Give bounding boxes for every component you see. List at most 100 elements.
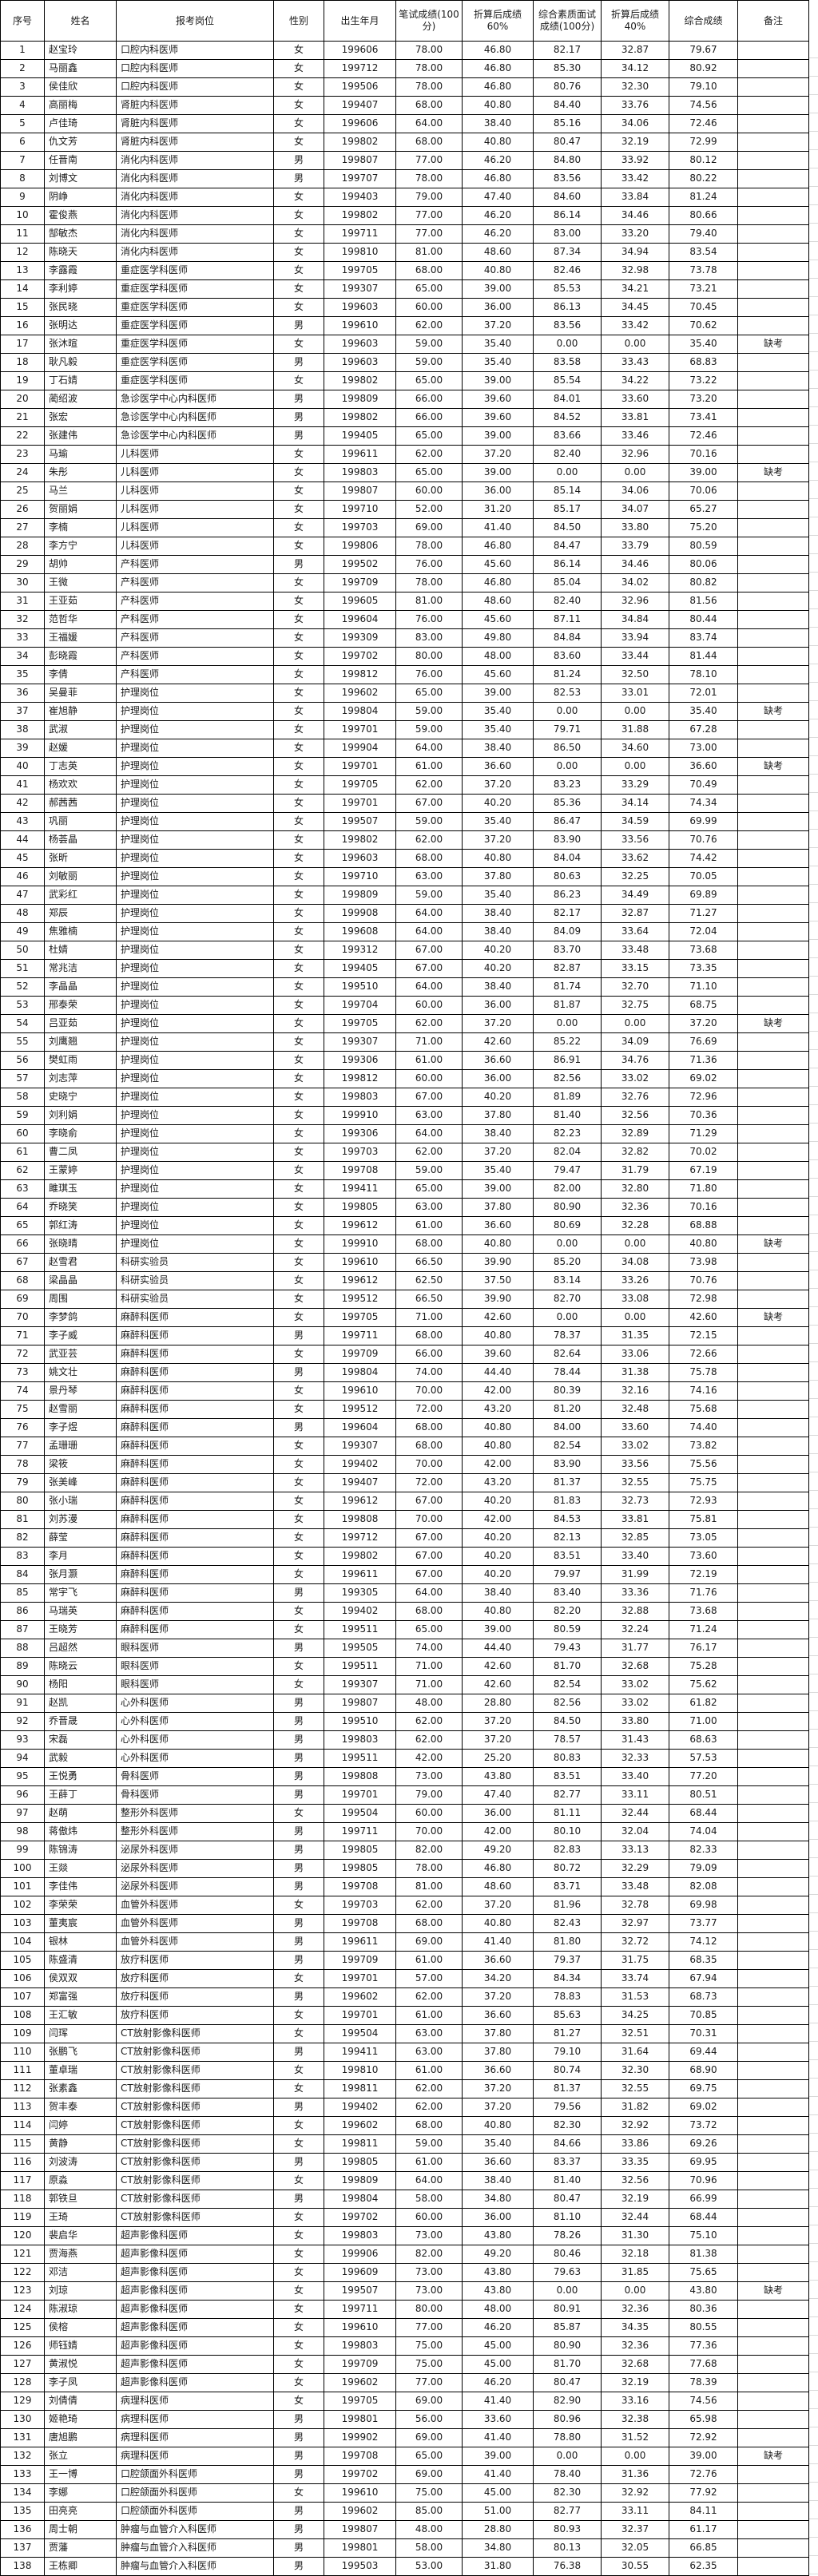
cell: 巩丽	[44, 812, 117, 831]
table-row: 137 贾藩 肿瘤与血管介入科医师男 199801 58.00 34.80 80.13 32.…	[0, 2538, 809, 2558]
cell: 女	[273, 335, 324, 354]
cell: 80.39	[533, 1381, 602, 1401]
cell: 原淼	[44, 2171, 117, 2190]
cell: 麻醉科医师	[116, 1437, 274, 1456]
cell: 39	[0, 739, 45, 758]
cell	[737, 500, 809, 519]
cell	[737, 794, 809, 813]
cell: 女	[273, 922, 324, 941]
cell: 0.00	[533, 1014, 602, 1033]
table-row: 111 董卓瑞 CT放射影像科医师女 199810 61.00 36.60 80.74 32.…	[0, 2061, 809, 2080]
cell: 周围	[44, 1290, 117, 1309]
cell: 78.00	[395, 59, 463, 78]
table-row: 114 闫婷 CT放射影像科医师女 199602 68.00 40.80 82.30 32.9…	[0, 2116, 809, 2135]
table-row: 65 郭红涛 护理岗位女 199612 61.00 36.60 80.69 32.28 68.8…	[0, 1216, 809, 1235]
cell: 199703	[324, 1896, 396, 1915]
cell: CT放射影像科医师	[116, 2024, 274, 2043]
cell: 68.00	[395, 96, 463, 115]
cell: 30	[0, 573, 45, 592]
cell: 63.00	[395, 2043, 463, 2062]
cell: 女	[273, 1088, 324, 1107]
cell: 84.00	[533, 1418, 602, 1437]
cell	[737, 1363, 809, 1382]
cell: 199411	[324, 2043, 396, 2062]
cell: 34.14	[601, 794, 669, 813]
cell: 赵宝玲	[44, 41, 117, 60]
cell: 74.00	[395, 1639, 463, 1658]
cell	[737, 720, 809, 739]
cell: 女	[273, 2373, 324, 2392]
cell: 199804	[324, 1363, 396, 1382]
cell: 32.96	[601, 592, 669, 611]
cell: 女	[273, 2024, 324, 2043]
cell: 40.20	[462, 1088, 534, 1107]
cell: 100	[0, 1859, 45, 1878]
cell: 199603	[324, 298, 396, 317]
cell: 40.20	[462, 794, 534, 813]
cell: 82.70	[533, 1290, 602, 1309]
cell	[737, 977, 809, 997]
cell: 80.47	[533, 2373, 602, 2392]
cell: 李露霞	[44, 261, 117, 280]
cell: 78.37	[533, 1326, 602, 1345]
cell: 杨荟晶	[44, 830, 117, 850]
cell: 31.79	[601, 1161, 669, 1180]
cell: 78.39	[669, 2373, 738, 2392]
cell: CT放射影像科医师	[116, 2208, 274, 2227]
cell: 83.58	[533, 353, 602, 372]
cell	[737, 2079, 809, 2098]
cell: 65.00	[395, 2447, 463, 2466]
cell: 82.40	[533, 592, 602, 611]
cell: 泌尿外科医师	[116, 1841, 274, 1860]
cell: 32.29	[601, 1859, 669, 1878]
cell: 67	[0, 1253, 45, 1272]
cell: 38.40	[462, 904, 534, 923]
cell: 57.00	[395, 1969, 463, 1988]
cell: 女	[273, 904, 324, 923]
cell: 199805	[324, 2153, 396, 2172]
cell: 53	[0, 996, 45, 1015]
cell: 31.53	[601, 1987, 669, 2007]
cell: 71.29	[669, 1124, 738, 1143]
cell: 76.17	[669, 1639, 738, 1658]
cell: 199709	[324, 573, 396, 592]
cell	[737, 1859, 809, 1878]
cell: 赵雪君	[44, 1253, 117, 1272]
cell: 33.56	[601, 1455, 669, 1474]
cell: 郝茜茜	[44, 794, 117, 813]
cell: 91	[0, 1694, 45, 1713]
cell: 重症医学科医师	[116, 316, 274, 335]
cell: 70.00	[395, 1455, 463, 1474]
cell	[737, 2171, 809, 2190]
cell: 32.04	[601, 1822, 669, 1841]
cell: 78.57	[533, 1730, 602, 1750]
cell: 女	[273, 1179, 324, 1199]
cell: 33.15	[601, 959, 669, 978]
cell: 99	[0, 1841, 45, 1860]
table-row: 66 张晓晴 护理岗位女 199910 68.00 40.80 0.00 0.00 40.80 缺…	[0, 1234, 809, 1254]
cell: 81.87	[533, 996, 602, 1015]
cell: 0.00	[601, 1308, 669, 1327]
cell: 75.28	[669, 1657, 738, 1676]
cell: 33.43	[601, 353, 669, 372]
cell: 82.54	[533, 1437, 602, 1456]
table-row: 62 王蒙婷 护理岗位女 199708 59.00 35.40 79.47 31.79 67.1…	[0, 1161, 809, 1180]
cell: 9	[0, 188, 45, 207]
cell: 62.00	[395, 445, 463, 464]
cell: 85.54	[533, 371, 602, 390]
cell: 82.77	[533, 1785, 602, 1805]
cell: 护理岗位	[116, 812, 274, 831]
cell: 68.35	[669, 1951, 738, 1970]
cell	[737, 151, 809, 170]
cell: 侯佳欣	[44, 77, 117, 97]
cell: 李晶晶	[44, 977, 117, 997]
cell: 39.00	[462, 2447, 534, 2466]
cell: 69.98	[669, 1896, 738, 1915]
cell: 62.00	[395, 1730, 463, 1750]
cell: 侯榕	[44, 2318, 117, 2337]
cell: 女	[273, 794, 324, 813]
table-row: 77 孟珊珊 麻醉科医师女 199307 68.00 40.80 82.54 33.02 73.…	[0, 1437, 809, 1456]
cell: 77.00	[395, 2373, 463, 2392]
cell: 刘博文	[44, 169, 117, 188]
cell	[737, 1767, 809, 1786]
